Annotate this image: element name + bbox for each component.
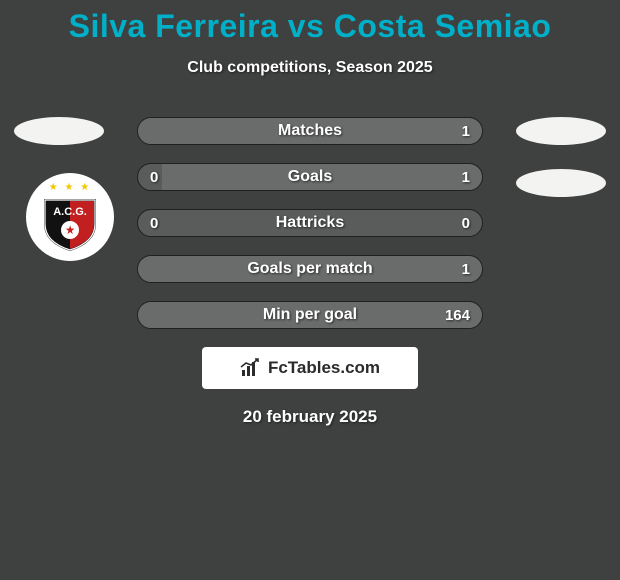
stat-row: 0 Hattricks 0 <box>137 209 483 237</box>
stat-row: Matches 1 <box>137 117 483 145</box>
player-left-oval <box>14 117 104 145</box>
chart-icon <box>240 358 262 378</box>
club-stars-icon: ★ ★ ★ <box>49 182 91 193</box>
stat-row: Min per goal 164 <box>137 301 483 329</box>
subtitle: Club competitions, Season 2025 <box>0 59 620 77</box>
club-shield-icon: A.C.G. <box>41 194 99 252</box>
stats-table: Matches 1 0 Goals 1 0 Hattricks 0 Goals per matc… <box>137 117 483 329</box>
stat-left-value: 0 <box>150 215 158 232</box>
stat-label: Matches <box>278 122 342 140</box>
player-right-oval-2 <box>516 169 606 197</box>
stat-right-value: 164 <box>445 307 470 324</box>
container: Silva Ferreira vs Costa Semiao Club comp… <box>0 0 620 580</box>
stat-row: 0 Goals 1 <box>137 163 483 191</box>
stat-label: Goals <box>288 168 332 186</box>
stat-right-value: 0 <box>462 215 470 232</box>
branding-text: FcTables.com <box>268 358 380 378</box>
stat-right-value: 1 <box>462 261 470 278</box>
stat-left-value: 0 <box>150 169 158 186</box>
branding[interactable]: FcTables.com <box>202 347 418 389</box>
club-logo: ★ ★ ★ A.C.G. <box>26 173 114 261</box>
content: ★ ★ ★ A.C.G. Matches 1 0 Goals 1 0 Hattricks 0 G… <box>0 117 620 427</box>
stat-right-value: 1 <box>462 169 470 186</box>
page-title: Silva Ferreira vs Costa Semiao <box>0 0 620 45</box>
player-right-oval-1 <box>516 117 606 145</box>
stat-label: Min per goal <box>263 306 357 324</box>
date: 20 february 2025 <box>0 407 620 427</box>
club-text: A.C.G. <box>53 206 87 218</box>
stat-label: Hattricks <box>276 214 344 232</box>
stat-label: Goals per match <box>247 260 372 278</box>
stat-row: Goals per match 1 <box>137 255 483 283</box>
stat-right-value: 1 <box>462 123 470 140</box>
